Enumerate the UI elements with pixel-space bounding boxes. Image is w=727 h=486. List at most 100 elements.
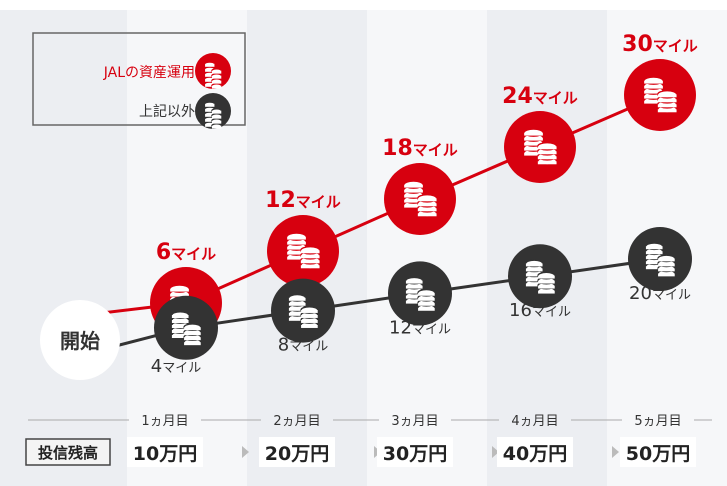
coin-edge <box>658 263 675 267</box>
coin-stack-icon <box>624 59 696 131</box>
coin-edge <box>658 268 675 272</box>
data-label-jal: 24マイル <box>502 84 578 109</box>
coin-edge <box>418 297 435 301</box>
coin-edge <box>538 285 555 289</box>
coin-edge <box>205 68 215 72</box>
coin-edge <box>211 85 222 89</box>
coin-edge <box>417 208 437 212</box>
value: 12 <box>265 188 296 213</box>
coin-edge <box>287 236 306 240</box>
balance-box <box>127 437 203 467</box>
column-band <box>367 10 487 486</box>
data-label-other: 4マイル <box>151 356 201 377</box>
coin-edge <box>657 99 677 103</box>
month-label: 2ヵ月目 <box>273 414 320 429</box>
coin-edge <box>657 109 677 113</box>
coin-edge <box>170 288 189 292</box>
coin-edge <box>205 113 215 117</box>
month-bg <box>622 410 694 428</box>
value: 18 <box>382 136 413 161</box>
coin-edge <box>301 314 318 318</box>
value: 30 <box>622 32 653 57</box>
coin-edge <box>538 275 555 279</box>
coin-edge <box>300 260 320 264</box>
coin-edge <box>171 315 189 318</box>
coin-edge <box>287 256 306 260</box>
unit: マイル <box>532 305 571 320</box>
start-label: 開始 <box>60 329 100 353</box>
legend-label-jal: JALの資産運用 <box>103 65 195 81</box>
value: 8 <box>278 335 289 356</box>
coin-stack-icon <box>508 244 572 309</box>
coin-edge <box>288 302 306 306</box>
coin-edge <box>524 137 543 141</box>
coin-edge <box>525 268 543 272</box>
coin-edge <box>404 194 423 198</box>
coin-edge <box>287 251 306 255</box>
coin-edge <box>644 90 663 94</box>
value: 20 <box>629 283 652 304</box>
coin-edge <box>288 297 306 301</box>
legend-label-other: 上記以外 <box>139 103 195 120</box>
coin-edge <box>205 123 215 127</box>
coin-edge <box>645 261 663 265</box>
month-label: 1ヵ月目 <box>141 414 188 429</box>
coin-edge <box>205 108 215 112</box>
coin-stack-icon <box>384 163 456 235</box>
coin-edge <box>524 132 543 136</box>
coin-edge <box>537 156 557 160</box>
coin-edge <box>418 292 435 296</box>
coin-edge <box>211 120 222 124</box>
balance-value: 40万円 <box>503 443 567 465</box>
coin-edge <box>205 83 215 87</box>
balance-value: 20万円 <box>265 443 329 465</box>
coin-edge <box>405 285 423 289</box>
coin-edge <box>645 251 663 255</box>
coin-edge <box>301 324 318 328</box>
value: 24 <box>502 84 533 109</box>
coin-edge <box>537 146 557 150</box>
coin-stack-icon <box>267 215 339 287</box>
coin-edge <box>288 317 306 321</box>
coin-edge <box>524 142 543 146</box>
data-label-jal: 12マイル <box>265 188 341 213</box>
arrow-right-icon <box>492 446 499 458</box>
unit: マイル <box>162 361 201 376</box>
data-label-other: 20マイル <box>629 283 691 304</box>
coin-edge <box>418 307 435 311</box>
value: 6 <box>156 240 171 265</box>
data-label-other: 16マイル <box>509 300 571 321</box>
coin-edge <box>645 246 663 250</box>
coin-edge <box>288 307 306 311</box>
coin-stack-icon <box>195 93 231 129</box>
data-label-jal: 30マイル <box>622 32 698 57</box>
coin-stack-icon <box>195 53 231 89</box>
coin-edge <box>211 125 222 129</box>
coin-stack-icon <box>628 227 692 291</box>
coin-edge <box>404 204 423 208</box>
balance-box <box>259 437 335 467</box>
column-band <box>127 10 247 486</box>
coin-edge <box>405 290 423 294</box>
coin-edge <box>205 73 215 77</box>
coin-edge <box>184 327 201 331</box>
unit: マイル <box>413 141 458 159</box>
coin-stack-icon <box>388 261 452 326</box>
coin-edge <box>644 80 663 84</box>
coin-edge <box>645 266 663 270</box>
coin-edge <box>537 151 557 155</box>
start-circle <box>40 300 120 380</box>
coin-edge <box>405 300 423 304</box>
coin-stack-icon <box>154 295 218 360</box>
coin-edge <box>211 70 222 74</box>
unit: マイル <box>296 193 341 211</box>
coin-edge <box>171 330 189 333</box>
coin-edge <box>524 152 543 156</box>
coin-edge <box>644 100 663 104</box>
coin-edge <box>417 213 437 217</box>
month-label: 4ヵ月目 <box>511 414 558 429</box>
coin-edge <box>184 332 201 336</box>
coin-edge <box>537 161 557 165</box>
coin-edge <box>525 273 543 277</box>
